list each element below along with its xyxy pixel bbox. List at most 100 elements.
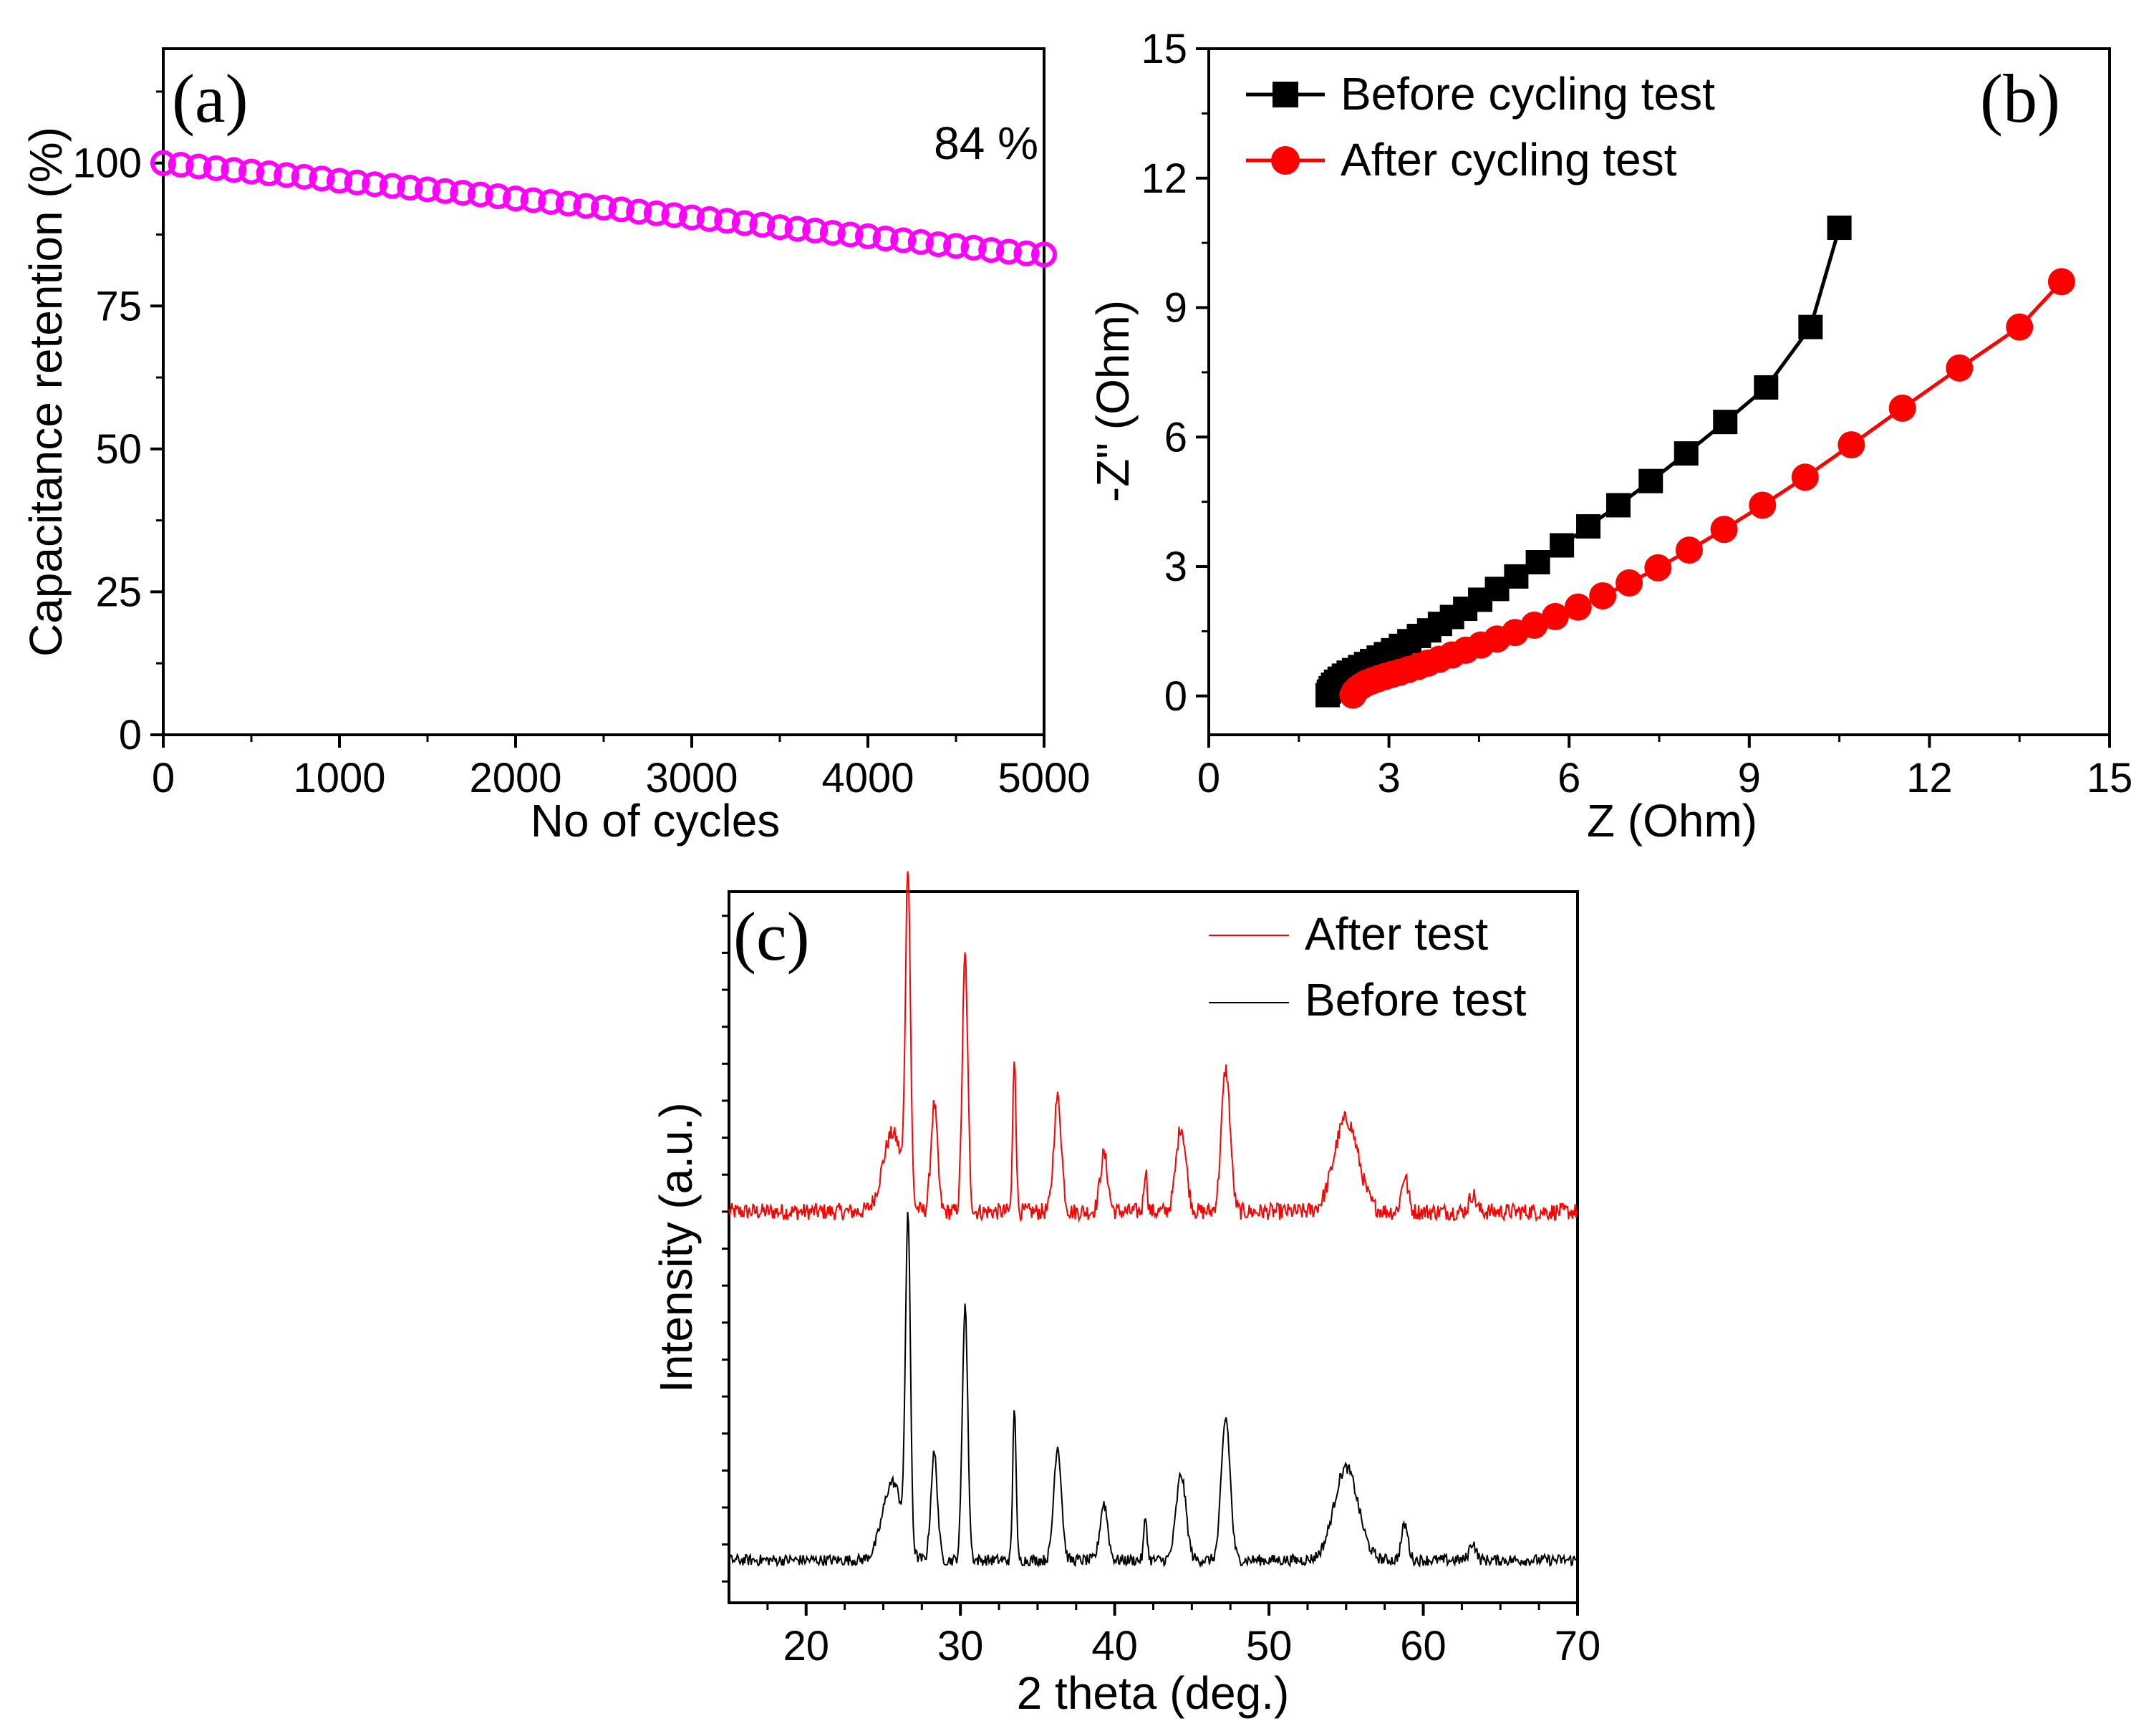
data-point <box>168 152 194 178</box>
data-point <box>643 200 670 226</box>
x-tick-label: 0 <box>1197 755 1220 801</box>
data-point <box>943 233 969 259</box>
data-point-before-cycling <box>1827 216 1852 241</box>
data-point <box>274 162 300 188</box>
data-point-after-cycling <box>1644 554 1672 582</box>
series-line-after-cycling <box>1351 280 2063 696</box>
panel-b-ylabel: -Z" (Ohm) <box>1087 300 1139 502</box>
data-point-before-cycling <box>1504 564 1529 589</box>
data-point-after-cycling <box>1589 582 1617 609</box>
data-point <box>150 150 176 176</box>
data-point <box>608 196 634 223</box>
data-point <box>379 173 405 199</box>
y-tick-label: 15 <box>1141 26 1187 72</box>
data-point-after-cycling <box>1946 354 1974 382</box>
data-point <box>555 191 581 217</box>
y-tick-label: 6 <box>1164 414 1187 460</box>
legend-label-before-cycling: Before cycling test <box>1341 68 1715 120</box>
data-point-before-cycling <box>1605 493 1631 518</box>
data-point-after-cycling <box>1520 611 1548 639</box>
data-point <box>679 204 705 231</box>
data-point <box>503 185 528 212</box>
legend-label-after-cycling: After cycling test <box>1341 134 1677 185</box>
data-point <box>344 169 370 196</box>
data-point-before-cycling <box>1713 410 1738 435</box>
panel-a-annotation: 84 % <box>934 117 1038 169</box>
x-tick-label: 4000 <box>821 755 914 801</box>
data-point-before-cycling <box>1798 314 1823 339</box>
data-point <box>1031 241 1057 268</box>
data-point <box>485 183 511 209</box>
panel-a: (a) 84 % 0 1000 2000 3000 4000 5000 0 25 50 75 100… <box>20 47 1091 847</box>
legend-label-before-test: Before test <box>1305 974 1527 1026</box>
data-point <box>907 228 934 255</box>
data-point <box>714 208 740 234</box>
x-tick-label: 30 <box>937 1623 984 1669</box>
data-point-after-cycling <box>2047 268 2075 296</box>
data-point <box>819 220 846 246</box>
x-tick-label: 40 <box>1091 1623 1138 1669</box>
data-point <box>415 176 440 203</box>
data-point <box>432 178 458 204</box>
y-tick-label: 0 <box>1164 673 1187 720</box>
legend-marker-before-cycling <box>1273 82 1298 107</box>
data-point <box>291 163 317 190</box>
data-point-after-cycling <box>1710 516 1738 544</box>
data-point <box>696 206 723 232</box>
panel-a-ticks: 0 1000 2000 3000 4000 5000 0 25 50 75 100 <box>72 90 1091 801</box>
data-point <box>1013 240 1040 266</box>
panel-c-label: (c) <box>733 898 810 975</box>
y-tick-label: 12 <box>1141 155 1187 202</box>
data-point-after-cycling <box>1616 569 1643 597</box>
data-point <box>309 165 335 192</box>
x-tick-label: 0 <box>152 755 175 801</box>
series-line-after-test <box>728 871 1578 1223</box>
series-line-before-cycling <box>1325 227 1842 696</box>
x-tick-label: 60 <box>1400 1623 1447 1669</box>
data-point <box>362 171 388 198</box>
panel-c-ticks: 20 30 40 50 60 70 <box>722 915 1601 1669</box>
data-point-before-cycling <box>1638 468 1663 493</box>
x-tick-label: 6 <box>1558 755 1580 801</box>
y-tick-label: 25 <box>95 569 142 615</box>
data-point-before-cycling <box>1674 441 1699 466</box>
y-tick-label: 100 <box>72 140 142 187</box>
data-point <box>591 194 617 221</box>
data-point-before-cycling <box>1754 375 1779 400</box>
panel-a-data <box>150 150 1057 268</box>
data-point <box>784 216 811 242</box>
data-point-after-cycling <box>1888 394 1916 422</box>
data-point-after-cycling <box>1837 431 1865 459</box>
panel-b: (b) 0 3 6 9 12 15 0 3 6 9 12 15 Before cycling test… <box>1087 26 2133 847</box>
data-point <box>238 158 264 185</box>
x-tick-label: 2000 <box>469 755 561 801</box>
panel-c-ylabel: Intensity (a.u.) <box>650 1102 702 1393</box>
y-tick-label: 75 <box>95 283 142 329</box>
panel-b-label: (b) <box>1980 60 2060 137</box>
data-point <box>925 231 952 258</box>
y-tick-label: 0 <box>119 712 142 758</box>
x-tick-label: 3 <box>1377 755 1400 801</box>
x-tick-label: 15 <box>2087 755 2133 801</box>
x-tick-label: 20 <box>783 1623 829 1669</box>
data-point <box>626 198 652 225</box>
y-tick-label: 9 <box>1164 285 1187 332</box>
data-point <box>520 187 546 213</box>
x-tick-label: 12 <box>1906 755 1953 801</box>
data-point-after-cycling <box>1791 463 1819 491</box>
x-tick-label: 70 <box>1555 1623 1601 1669</box>
y-tick-label: 50 <box>95 426 142 473</box>
legend-label-after-test: After test <box>1305 908 1488 960</box>
data-point <box>538 188 564 215</box>
data-point <box>397 174 423 201</box>
data-point <box>221 157 247 183</box>
data-point <box>995 238 1022 265</box>
y-tick-label: 3 <box>1164 544 1187 590</box>
x-tick-label: 5000 <box>998 755 1090 801</box>
legend-marker-after-cycling <box>1271 146 1300 175</box>
data-point <box>855 223 881 249</box>
panel-c-legend: After test Before test <box>1209 908 1527 1026</box>
data-point <box>749 211 776 238</box>
data-point <box>960 234 987 261</box>
data-point <box>802 217 829 243</box>
